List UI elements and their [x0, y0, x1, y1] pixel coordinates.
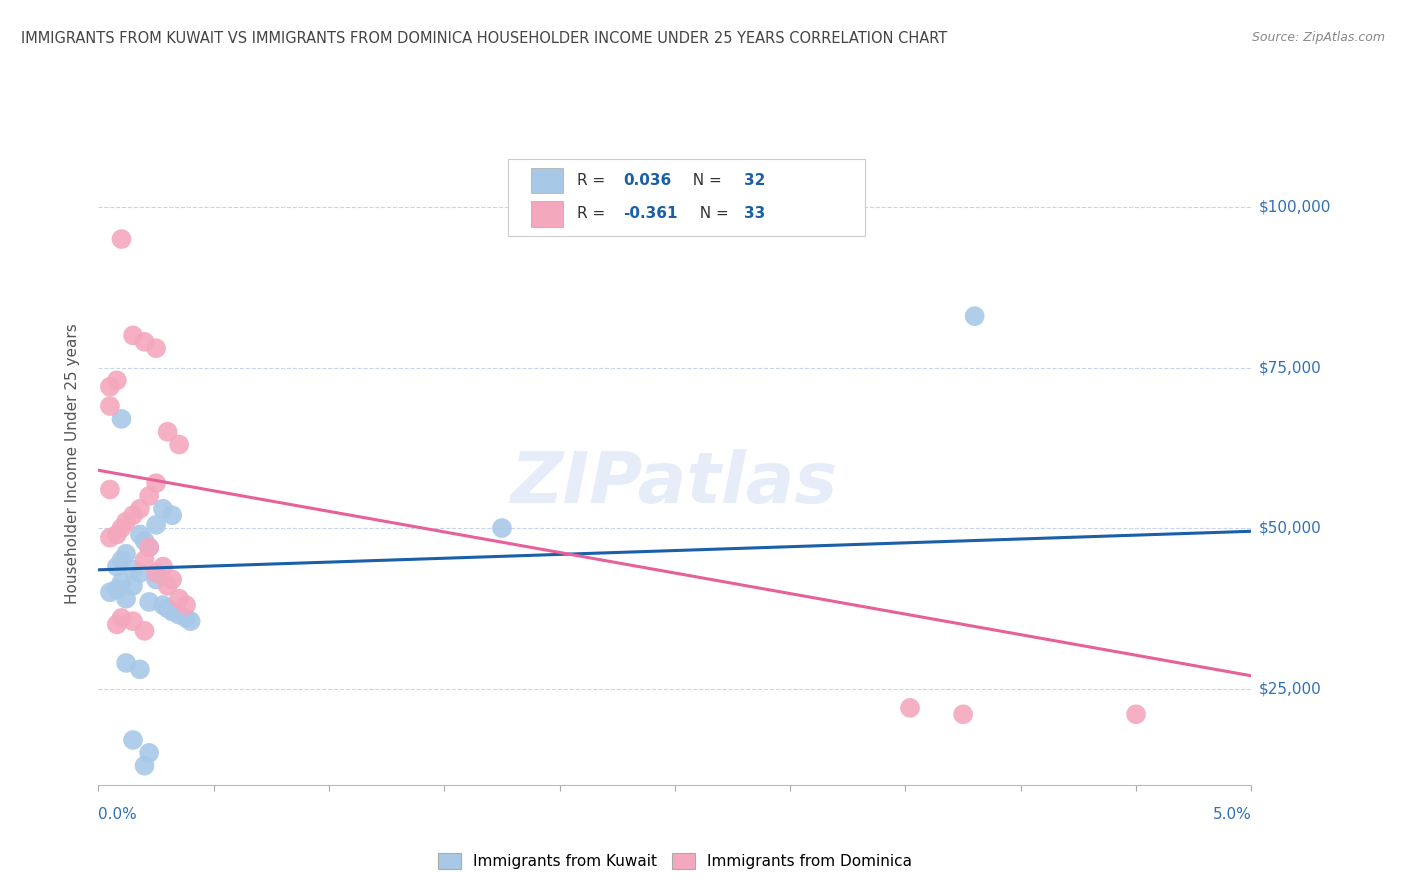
Point	[110, 553, 132, 567]
Point	[1125, 707, 1147, 722]
Point	[122, 733, 145, 747]
Point	[134, 553, 156, 567]
Point	[145, 341, 167, 355]
Point	[152, 501, 174, 516]
Point	[963, 309, 986, 323]
Point	[129, 501, 152, 516]
Point	[898, 701, 921, 715]
Point	[122, 508, 145, 523]
Point	[129, 527, 152, 541]
Point	[110, 575, 132, 590]
Point	[105, 617, 128, 632]
Point	[110, 412, 132, 426]
Text: R =: R =	[576, 173, 610, 188]
Point	[98, 399, 121, 413]
Point	[134, 533, 156, 548]
Text: 0.0%: 0.0%	[98, 807, 138, 822]
Point	[160, 508, 183, 523]
Text: $25,000: $25,000	[1258, 681, 1322, 696]
Point	[491, 521, 513, 535]
Point	[105, 582, 128, 596]
Point	[167, 607, 190, 622]
Point	[167, 437, 190, 451]
FancyBboxPatch shape	[530, 168, 562, 194]
Point	[160, 573, 183, 587]
Point	[110, 611, 132, 625]
Legend: Immigrants from Kuwait, Immigrants from Dominica: Immigrants from Kuwait, Immigrants from …	[432, 847, 918, 875]
Text: 32: 32	[744, 173, 765, 188]
Point	[145, 517, 167, 532]
Point	[952, 707, 974, 722]
Point	[98, 585, 121, 599]
Point	[174, 611, 197, 625]
Text: $75,000: $75,000	[1258, 360, 1322, 375]
Point	[167, 591, 190, 606]
Y-axis label: Householder Income Under 25 years: Householder Income Under 25 years	[65, 324, 80, 604]
Point	[122, 328, 145, 343]
Point	[145, 476, 167, 491]
Text: Source: ZipAtlas.com: Source: ZipAtlas.com	[1251, 31, 1385, 45]
Point	[152, 559, 174, 574]
Point	[115, 591, 138, 606]
Point	[160, 605, 183, 619]
Point	[105, 527, 128, 541]
Point	[129, 662, 152, 676]
Point	[110, 232, 132, 246]
FancyBboxPatch shape	[508, 159, 865, 235]
Point	[129, 566, 152, 580]
Text: IMMIGRANTS FROM KUWAIT VS IMMIGRANTS FROM DOMINICA HOUSEHOLDER INCOME UNDER 25 Y: IMMIGRANTS FROM KUWAIT VS IMMIGRANTS FRO…	[21, 31, 948, 46]
Point	[145, 573, 167, 587]
Text: N =: N =	[690, 206, 734, 221]
Point	[122, 614, 145, 628]
Point	[98, 483, 121, 497]
Text: ZIPatlas: ZIPatlas	[512, 449, 838, 517]
Point	[138, 746, 160, 760]
Point	[105, 559, 128, 574]
Point	[98, 531, 121, 545]
Point	[110, 521, 132, 535]
Text: 33: 33	[744, 206, 765, 221]
Point	[138, 541, 160, 555]
Point	[156, 579, 179, 593]
Text: $100,000: $100,000	[1258, 200, 1330, 214]
Point	[134, 758, 156, 772]
Point	[152, 598, 174, 612]
Point	[98, 380, 121, 394]
FancyBboxPatch shape	[530, 201, 562, 227]
Point	[115, 547, 138, 561]
Point	[180, 614, 202, 628]
Text: 5.0%: 5.0%	[1212, 807, 1251, 822]
Point	[138, 541, 160, 555]
Point	[134, 624, 156, 638]
Point	[105, 373, 128, 387]
Point	[138, 489, 160, 503]
Point	[145, 566, 167, 580]
Point	[134, 334, 156, 349]
Text: R =: R =	[576, 206, 610, 221]
Text: $50,000: $50,000	[1258, 521, 1322, 535]
Point	[122, 579, 145, 593]
Point	[115, 656, 138, 670]
Point	[156, 425, 179, 439]
Point	[115, 515, 138, 529]
Text: 0.036: 0.036	[623, 173, 671, 188]
Text: N =: N =	[683, 173, 727, 188]
Text: -0.361: -0.361	[623, 206, 678, 221]
Point	[174, 598, 197, 612]
Point	[138, 595, 160, 609]
Point	[122, 563, 145, 577]
Point	[156, 601, 179, 615]
